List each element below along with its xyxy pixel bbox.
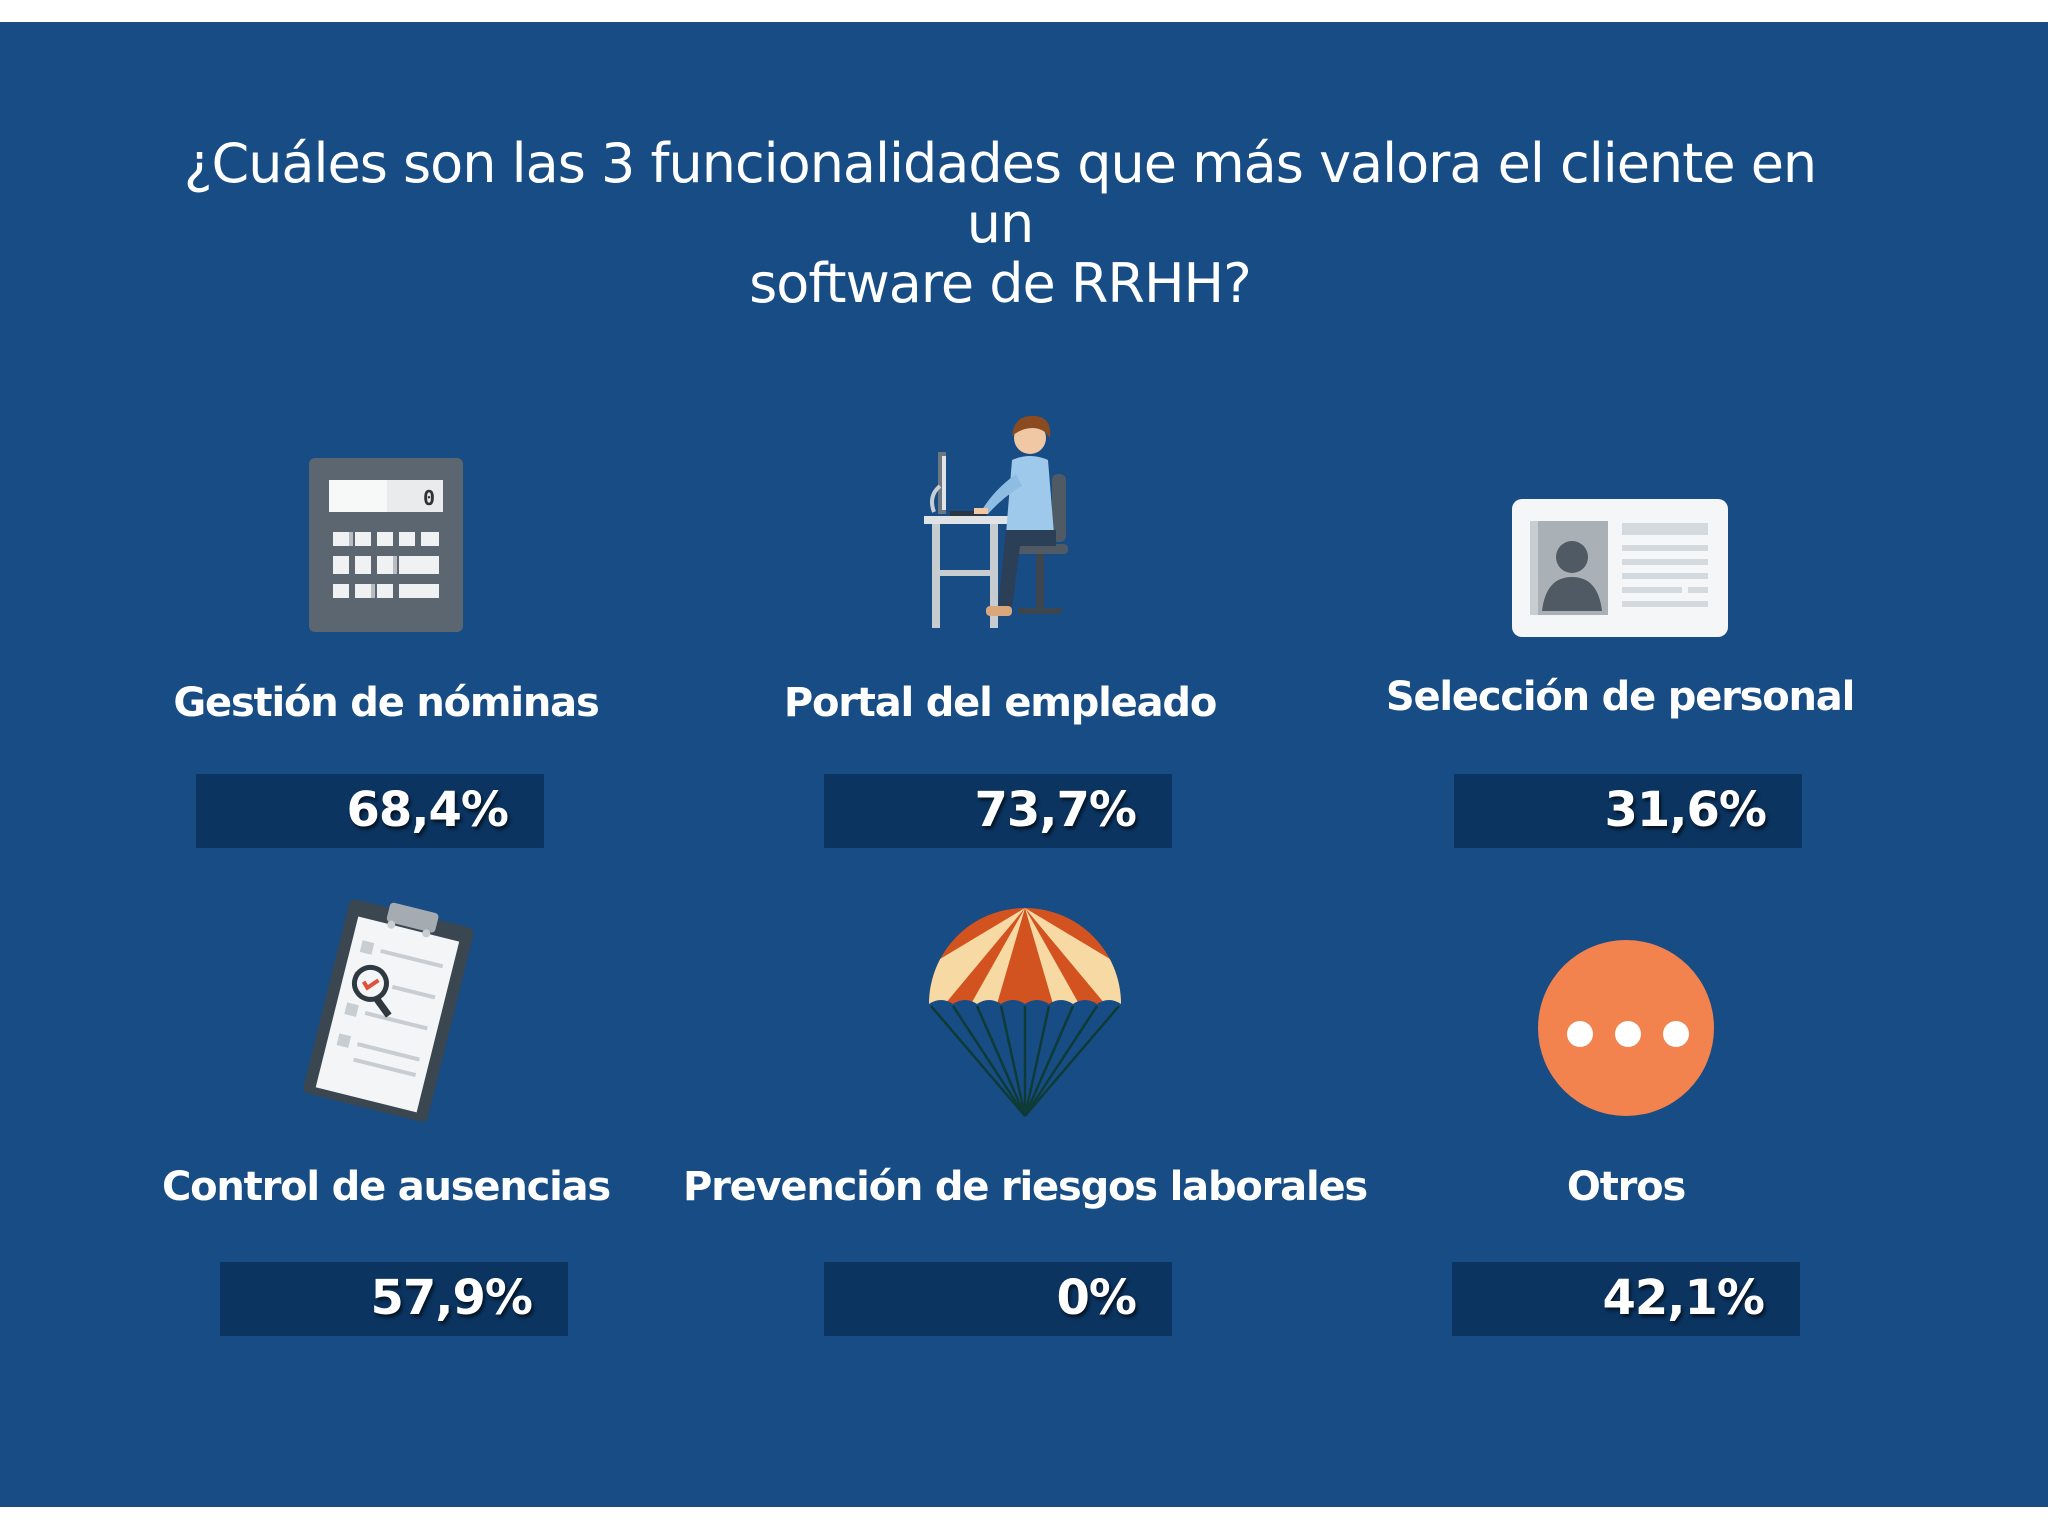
id-card-icon: [1270, 452, 1970, 637]
svg-text:0: 0: [423, 486, 435, 510]
item-label: Gestión de nóminas: [173, 680, 599, 726]
item-portal-empleado: Portal del empleado 73,7%: [650, 412, 1350, 912]
item-value-box: 73,7%: [824, 774, 1172, 848]
more-dots-icon: [1276, 938, 1976, 1118]
item-seleccion-personal: Selección de personal 31,6%: [1270, 412, 1970, 912]
title-line-2: software de RRHH?: [749, 252, 1252, 315]
item-value: 57,9%: [370, 1270, 533, 1326]
item-value: 73,7%: [974, 782, 1137, 838]
item-label: Portal del empleado: [783, 680, 1217, 726]
item-prevencion-riesgos: Prevención de riesgos laborales 0%: [675, 902, 1375, 1402]
item-value-box: 68,4%: [196, 774, 544, 848]
page-title: ¿Cuáles son las 3 funcionalidades que má…: [150, 134, 1850, 314]
clipboard-checklist-icon: [36, 900, 736, 1124]
title-line-1: ¿Cuáles son las 3 funcionalidades que má…: [183, 132, 1817, 255]
item-value-box: 42,1%: [1452, 1262, 1800, 1336]
item-value-box: 0%: [824, 1262, 1172, 1336]
parachute-icon: [675, 908, 1375, 1122]
item-label: Control de ausencias: [161, 1164, 611, 1210]
item-value: 42,1%: [1602, 1270, 1765, 1326]
item-label: Selección de personal: [1385, 674, 1855, 720]
item-value: 0%: [1056, 1270, 1137, 1326]
item-otros: Otros 42,1%: [1276, 902, 1976, 1402]
item-value-box: 31,6%: [1454, 774, 1802, 848]
item-label: Prevención de riesgos laborales: [682, 1164, 1368, 1210]
item-control-ausencias: Control de ausencias 57,9%: [36, 900, 736, 1402]
item-value-box: 57,9%: [220, 1262, 568, 1336]
calculator-icon: 0: [36, 432, 736, 632]
item-value: 31,6%: [1604, 782, 1767, 838]
item-gestion-nominas: 0 Gestión de nóminas 68,4%: [36, 412, 736, 912]
item-value: 68,4%: [346, 782, 509, 838]
infographic-panel: ¿Cuáles son las 3 funcionalidades que má…: [0, 22, 2048, 1507]
employee-at-desk-icon: [650, 402, 1350, 632]
item-label: Otros: [1566, 1164, 1686, 1210]
